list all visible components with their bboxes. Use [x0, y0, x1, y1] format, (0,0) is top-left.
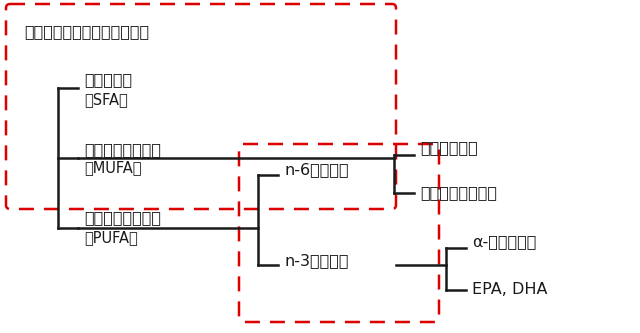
Text: シス型脂肪酸: シス型脂肪酸 [420, 141, 477, 156]
Text: （MUFA）: （MUFA） [84, 161, 141, 175]
Text: （PUFA）: （PUFA） [84, 230, 138, 245]
Text: n-3系脂肪酸: n-3系脂肪酸 [284, 253, 349, 268]
Text: トランス型脂肪酸: トランス型脂肪酸 [420, 185, 497, 200]
Text: 脂質（脂肪エネルギー比率）: 脂質（脂肪エネルギー比率） [24, 25, 149, 40]
Text: 多価不飽和脂肪酸: 多価不飽和脂肪酸 [84, 210, 161, 225]
Text: EPA, DHA: EPA, DHA [472, 282, 547, 297]
Text: 一価不飽和脂肪酸: 一価不飽和脂肪酸 [84, 143, 161, 158]
Text: 飽和脂肪酸: 飽和脂肪酸 [84, 73, 132, 88]
Text: （SFA）: （SFA） [84, 93, 128, 108]
Text: α-リノレン酸: α-リノレン酸 [472, 234, 536, 249]
Text: n-6系脂肪酸: n-6系脂肪酸 [284, 163, 349, 177]
